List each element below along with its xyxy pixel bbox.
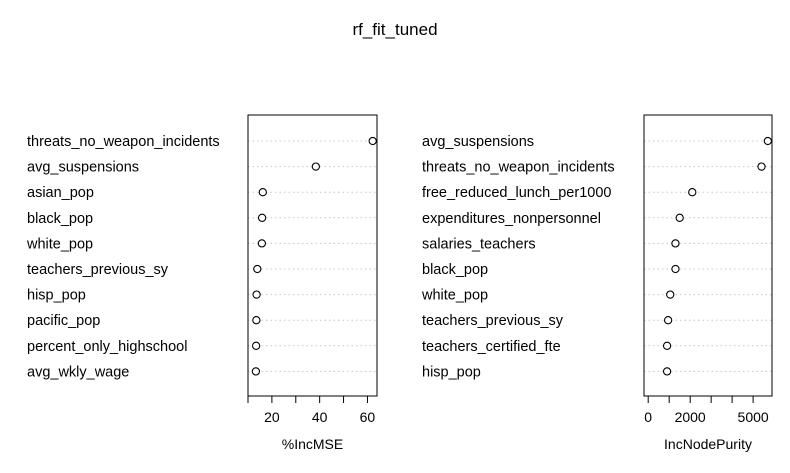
category-label: hisp_pop	[27, 288, 86, 304]
x-tick-label: 20	[264, 409, 280, 425]
category-label: percent_only_highschool	[27, 339, 187, 355]
category-label: avg_suspensions	[27, 160, 139, 176]
x-axis-label: IncNodePurity	[664, 436, 752, 452]
data-point	[251, 341, 261, 350]
plot-frame	[643, 114, 773, 397]
x-tick-label: 40	[312, 409, 328, 425]
data-point	[763, 136, 772, 146]
category-label: free_reduced_lunch_per1000	[422, 185, 611, 201]
x-tick-label: 60	[360, 409, 376, 425]
category-label: teachers_previous_sy	[27, 262, 169, 278]
data-point	[688, 188, 697, 197]
chart-title: rf_fit_tuned	[352, 20, 437, 39]
category-label: hisp_pop	[422, 364, 481, 380]
category-label: avg_wkly_wage	[27, 364, 129, 380]
chart-panel-1: threats_no_weapon_incidents avg_suspensio…	[26, 114, 378, 452]
data-point	[253, 264, 262, 274]
data-point	[257, 239, 267, 248]
category-label: expenditures_nonpersonnel	[422, 211, 601, 227]
data-point	[311, 162, 320, 171]
x-tick-label: 0	[644, 409, 652, 425]
category-label: white_pop	[421, 288, 488, 304]
data-point	[663, 316, 673, 325]
data-point	[671, 264, 680, 274]
category-label: threats_no_weapon_incidents	[422, 160, 615, 176]
data-point	[671, 239, 680, 248]
data-point	[675, 213, 684, 222]
category-label: salaries_teachers	[422, 236, 536, 252]
category-label: pacific_pop	[27, 313, 100, 329]
data-point	[252, 316, 261, 325]
category-label: black_pop	[422, 262, 488, 278]
category-label: teachers_certified_fte	[422, 339, 561, 355]
category-label: asian_pop	[27, 185, 94, 201]
data-point	[251, 367, 261, 376]
category-label: threats_no_weapon_incidents	[27, 134, 220, 150]
data-point	[252, 290, 261, 299]
data-point	[258, 188, 267, 197]
data-point	[757, 162, 766, 171]
x-axis-label: %IncMSE	[282, 436, 343, 452]
category-label: avg_suspensions	[422, 134, 534, 150]
plot-frame	[247, 114, 378, 397]
data-point	[257, 213, 267, 222]
category-label: teachers_previous_sy	[422, 313, 564, 329]
x-tick-label: 5000	[738, 409, 769, 425]
category-label: white_pop	[26, 236, 93, 252]
chart-panel-2: avg_suspensions threats_no_weapon_inciden…	[421, 114, 773, 452]
data-point	[662, 341, 672, 350]
data-point	[662, 367, 672, 376]
x-tick-label: 2000	[675, 409, 706, 425]
data-point	[666, 290, 675, 299]
data-point	[368, 136, 377, 146]
category-label: black_pop	[27, 211, 93, 227]
